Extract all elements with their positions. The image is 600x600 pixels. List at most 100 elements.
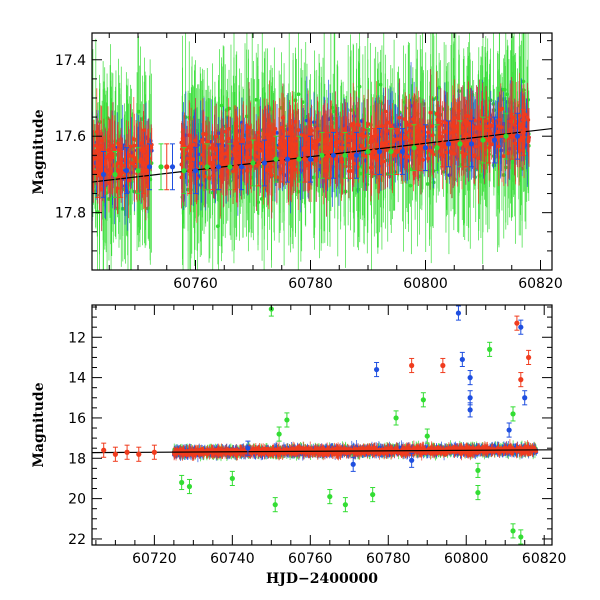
bottom-panel-frame: [91, 304, 553, 546]
bottom-point-green: [179, 474, 185, 491]
bottom-point-blue: [506, 422, 512, 438]
top-panel-data: [92, 33, 552, 270]
top-point-green: [411, 124, 417, 172]
top-point-green: [457, 120, 463, 168]
bottom-point-green: [272, 497, 278, 513]
top-point-blue: [307, 135, 314, 183]
top-point-blue: [514, 112, 521, 160]
bottom-x-tick-label: 60780: [366, 551, 411, 567]
top-point-green: [503, 112, 509, 160]
bottom-point-red: [409, 357, 415, 374]
bottom-x-tick-label: 60800: [444, 551, 489, 567]
bottom-point-green: [420, 392, 426, 408]
top-point-blue: [491, 116, 498, 164]
top-point-green: [204, 143, 210, 191]
top-point-green: [342, 131, 348, 179]
bottom-point-green: [284, 412, 290, 428]
top-point-blue: [238, 143, 245, 191]
top-point-blue: [192, 147, 199, 195]
top-point-red: [348, 131, 354, 179]
bottom-point-green: [276, 426, 282, 442]
bottom-point-blue: [409, 452, 415, 468]
top-point-blue: [215, 143, 222, 191]
top-point-green: [250, 139, 256, 187]
bottom-point-red: [526, 349, 532, 365]
bottom-panel-data: [92, 305, 552, 545]
bottom-point-blue: [455, 305, 462, 321]
bottom-point-green: [487, 341, 493, 357]
top-point-red: [95, 151, 101, 198]
top-point-red: [417, 124, 423, 172]
top-y-axis-label: Magnitude: [31, 109, 47, 194]
top-point-green: [273, 135, 279, 183]
top-point-green: [365, 128, 371, 175]
top-point-red: [394, 128, 400, 175]
top-point-red: [141, 147, 147, 195]
bottom-y-axis-label: Magnitude: [31, 382, 47, 467]
top-point-red: [302, 135, 308, 183]
top-point-red: [463, 120, 469, 168]
bottom-point-green: [327, 489, 333, 505]
top-point-red: [279, 135, 285, 183]
top-point-blue: [422, 124, 429, 172]
bottom-y-tick-label: 12: [68, 330, 86, 346]
bottom-point-blue: [467, 370, 473, 386]
bottom-x-tick-label: 60820: [522, 551, 567, 567]
bottom-point-green: [229, 470, 235, 487]
top-panel: 60760 60780 60800 60820 17.4 17.6 17.8 Magnitu…: [31, 32, 563, 292]
top-point-red: [325, 131, 331, 179]
bottom-point-green: [510, 523, 516, 539]
top-panel-frame: [91, 32, 553, 271]
top-point-red: [164, 143, 170, 191]
top-point-blue: [330, 131, 337, 179]
bottom-point-red: [514, 315, 520, 331]
bottom-point-green: [186, 478, 193, 495]
top-x-tick-label: 60780: [288, 276, 333, 292]
bottom-point-red: [112, 446, 118, 462]
bottom-x-tick-label: 60760: [288, 551, 333, 567]
bottom-point-blue: [459, 351, 465, 368]
bottom-point-green: [475, 462, 481, 478]
top-point-blue: [399, 128, 406, 175]
top-point-blue: [376, 128, 383, 175]
top-point-red: [440, 120, 446, 168]
top-point-green: [388, 128, 394, 175]
bottom-y-tick-label: 22: [68, 532, 86, 548]
bottom-panel: 60720 60740 60760 60780 60800 60820 12 14 16 18 20…: [31, 304, 566, 587]
bottom-point-green: [475, 485, 481, 501]
bottom-y-tick-label: 18: [68, 451, 86, 467]
bottom-panel-ticks: 60720 60740 60760 60780 60800 60820 12 14 16 18 20…: [68, 305, 566, 567]
top-point-blue: [146, 143, 153, 191]
top-point-red: [187, 147, 193, 195]
bottom-point-green: [424, 428, 430, 444]
bottom-point-red: [518, 372, 524, 388]
bottom-point-green: [370, 487, 376, 503]
bottom-reference-line: [92, 449, 552, 454]
bottom-point-green: [510, 406, 516, 422]
top-point-blue: [353, 131, 360, 179]
bottom-point-red: [136, 446, 142, 462]
top-point-green: [480, 116, 486, 164]
top-point-blue: [169, 143, 176, 191]
bottom-point-red: [440, 357, 446, 374]
top-cloud-red: [92, 69, 531, 232]
bottom-point-blue: [373, 361, 380, 378]
top-panel-ticks: 60760 60780 60800 60820 17.4 17.6 17.8: [55, 33, 563, 292]
top-point-blue: [468, 120, 475, 168]
top-point-blue: [100, 151, 107, 198]
bottom-point-green: [518, 529, 524, 545]
bottom-point-blue: [350, 456, 356, 472]
bottom-point-blue: [522, 390, 528, 406]
bottom-point-blue: [518, 319, 524, 335]
bottom-y-tick-label: 20: [68, 492, 86, 508]
top-point-red: [256, 139, 262, 187]
bottom-y-tick-label: 16: [68, 411, 86, 427]
top-point-green: [158, 143, 164, 191]
bottom-point-blue: [245, 440, 251, 456]
top-point-red: [233, 143, 239, 191]
top-y-tick-label: 17.8: [55, 206, 86, 222]
bottom-x-tick-label: 60720: [132, 551, 177, 567]
bottom-y-tick-label: 14: [68, 371, 86, 387]
bottom-point-green: [393, 410, 399, 426]
